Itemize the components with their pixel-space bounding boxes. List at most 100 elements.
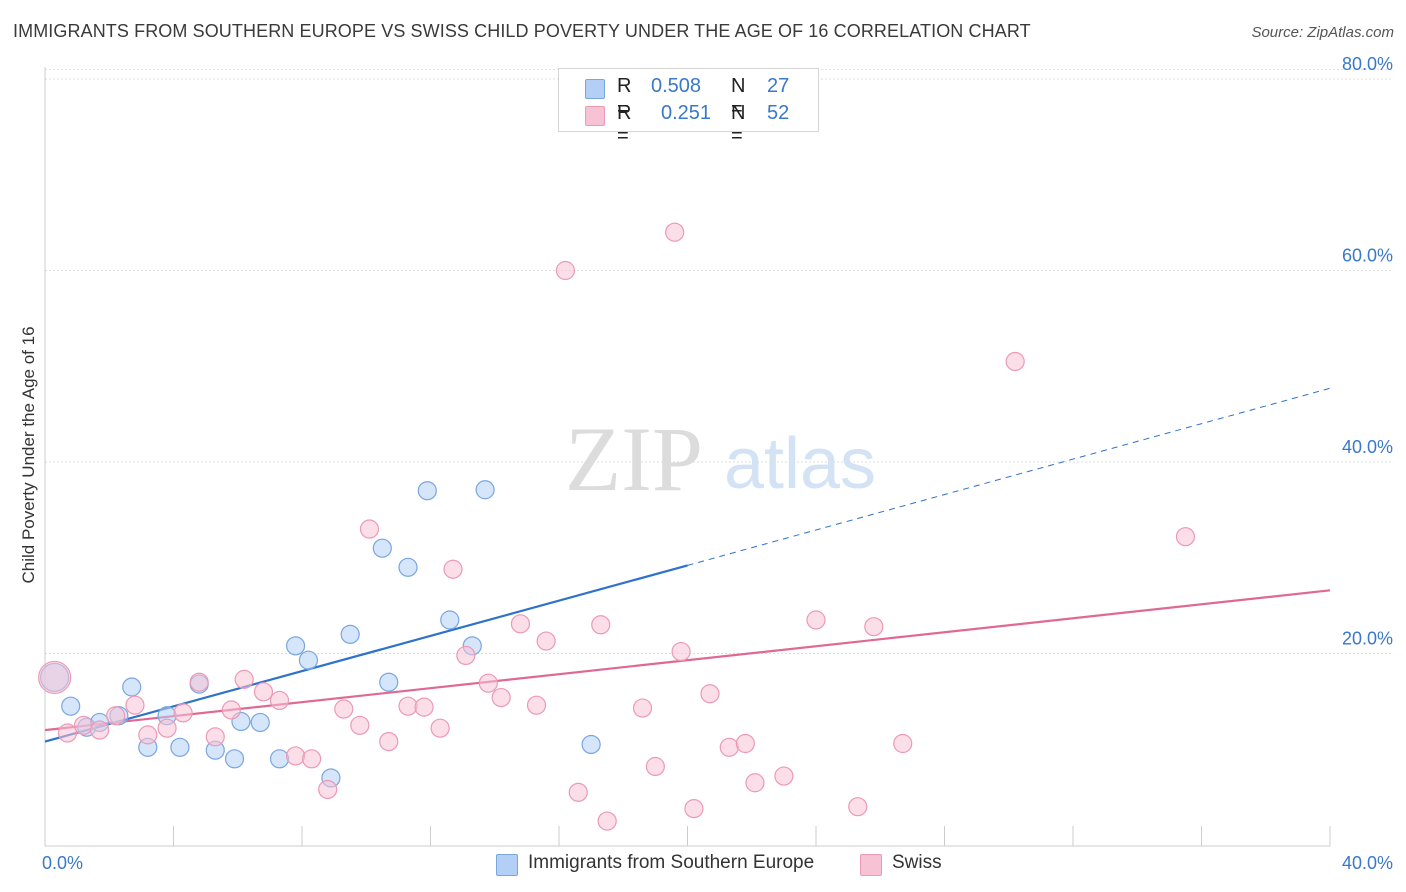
data-point-pink xyxy=(38,660,72,695)
data-point-pink xyxy=(138,725,158,745)
trend-line-pink xyxy=(44,589,1331,732)
y-axis-label: Child Poverty Under the Age of 16 xyxy=(19,326,38,583)
data-point-blue xyxy=(298,650,319,670)
series-legend: Immigrants from Southern Europe Swiss xyxy=(0,852,1406,878)
data-point-pink xyxy=(568,782,588,802)
legend-n-label: N = xyxy=(731,75,746,120)
data-point-pink xyxy=(510,614,531,634)
y-tick-label: 60.0% xyxy=(1342,246,1393,266)
legend-r-label: R = xyxy=(617,75,632,120)
data-point-pink xyxy=(491,687,511,708)
data-point-pink xyxy=(334,699,354,719)
chart-title: IMMIGRANTS FROM SOUTHERN EUROPE VS SWISS… xyxy=(13,21,1031,41)
data-point-pink xyxy=(221,700,241,720)
data-point-pink xyxy=(157,718,177,738)
data-point-pink xyxy=(125,695,145,715)
data-point-pink xyxy=(478,673,498,693)
grid-lines xyxy=(45,68,1392,654)
data-point-blue xyxy=(379,672,399,692)
data-point-pink xyxy=(205,727,225,747)
data-point-pink xyxy=(536,631,556,651)
legend-n-value: 27 xyxy=(767,75,790,97)
legend-label: Swiss xyxy=(892,852,942,873)
data-point-blue xyxy=(224,749,245,769)
data-point-pink xyxy=(90,720,110,740)
data-point-pink xyxy=(302,749,322,769)
data-point-pink xyxy=(443,559,463,579)
correlation-legend: R = 0.508 N = 27 R = 0.251 N = 52 xyxy=(558,68,819,147)
data-point-pink xyxy=(597,811,617,831)
legend-n-label: N = xyxy=(731,102,746,147)
data-point-pink xyxy=(864,617,884,637)
data-point-pink xyxy=(591,615,611,635)
legend-r-value: 0.251 xyxy=(661,102,712,124)
data-point-pink xyxy=(430,718,450,738)
data-point-pink xyxy=(57,723,78,743)
watermark: ZIP atlas xyxy=(565,408,876,510)
axes xyxy=(44,67,1331,847)
data-point-blue xyxy=(61,696,81,716)
data-point-pink xyxy=(848,797,868,817)
legend-label: Immigrants from Southern Europe xyxy=(528,852,815,873)
trend-lines xyxy=(44,387,1331,743)
data-point-pink xyxy=(632,698,653,718)
y-tick-label: 80.0% xyxy=(1342,54,1393,74)
data-point-blue xyxy=(372,538,392,558)
data-point-pink xyxy=(735,733,755,754)
data-point-blue xyxy=(170,737,190,757)
data-point-pink xyxy=(893,733,913,754)
data-point-pink xyxy=(774,766,794,786)
legend-swatch-blue xyxy=(585,79,605,99)
data-point-pink xyxy=(665,222,685,242)
y-tick-label: 20.0% xyxy=(1342,629,1393,649)
data-point-pink xyxy=(253,682,274,702)
data-point-pink xyxy=(745,773,765,793)
data-point-pink xyxy=(414,697,434,717)
legend-swatch-pink xyxy=(585,106,605,126)
x-tick-label: 0.0% xyxy=(42,853,83,873)
legend-swatch-pink xyxy=(860,854,882,876)
data-point-pink xyxy=(700,684,720,704)
data-point-pink xyxy=(350,715,370,735)
data-point-pink xyxy=(189,672,209,692)
source-label: Source: ZipAtlas.com xyxy=(1251,24,1394,41)
data-point-pink xyxy=(318,779,338,800)
data-point-blue xyxy=(398,557,418,577)
data-point-pink xyxy=(269,690,290,711)
data-point-pink xyxy=(173,703,193,723)
legend-r-value: 0.508 xyxy=(651,75,702,97)
data-point-pink xyxy=(359,519,380,539)
data-point-blue xyxy=(417,481,437,501)
data-point-blue xyxy=(581,734,601,755)
data-point-pink xyxy=(1005,351,1025,372)
data-point-blue xyxy=(269,749,290,769)
data-point-blue xyxy=(250,712,270,733)
x-tick-label: 40.0% xyxy=(1342,853,1393,873)
legend-swatch-blue xyxy=(496,854,518,876)
data-point-pink xyxy=(645,756,665,777)
data-point-blue xyxy=(340,624,360,644)
y-tick-label: 40.0% xyxy=(1342,437,1393,457)
data-points xyxy=(38,222,1196,831)
data-point-pink xyxy=(379,731,399,752)
data-point-blue xyxy=(475,480,495,500)
data-point-pink xyxy=(234,669,254,689)
trend-extension-blue xyxy=(687,387,1331,566)
trend-line-blue xyxy=(44,564,688,743)
data-point-pink xyxy=(555,260,576,281)
data-point-pink xyxy=(806,610,826,630)
data-point-pink xyxy=(73,715,94,735)
data-point-pink xyxy=(1175,527,1196,547)
legend-r-label: R = xyxy=(617,102,632,147)
tick-labels: 20.0% 40.0% 60.0% 80.0% 0.0% 40.0% xyxy=(42,54,1393,873)
data-point-pink xyxy=(526,695,547,715)
watermark-atlas: atlas xyxy=(724,424,876,504)
data-point-blue xyxy=(122,677,142,697)
data-point-blue xyxy=(440,610,460,630)
data-point-pink xyxy=(719,737,739,757)
watermark-zip: ZIP xyxy=(565,408,703,510)
legend-n-value: 52 xyxy=(767,102,790,124)
data-point-pink xyxy=(285,746,306,766)
data-point-pink xyxy=(456,645,476,666)
